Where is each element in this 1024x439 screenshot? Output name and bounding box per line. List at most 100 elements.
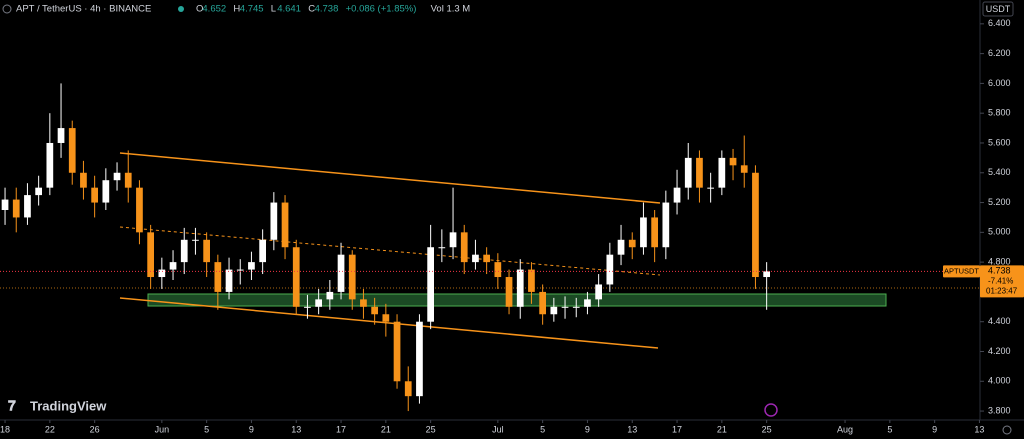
- y-tick-label: 6.000: [988, 78, 1011, 88]
- ohlc-key: H: [233, 4, 240, 15]
- candle-body: [740, 165, 748, 173]
- candle-body: [203, 239, 210, 263]
- x-tick-label: 9: [932, 424, 937, 434]
- x-tick-label: 17: [336, 424, 346, 434]
- candle-body: [326, 291, 334, 300]
- price-tag-countdown: 01:23:47: [986, 286, 1018, 295]
- candle-body: [763, 271, 770, 278]
- ohlc-value: 4.738: [315, 4, 339, 15]
- currency-button[interactable]: [982, 1, 1014, 17]
- candle-body: [248, 262, 255, 270]
- price-tag-price: 4.738: [988, 266, 1011, 276]
- candle-body: [729, 157, 737, 166]
- x-tick-label: Aug: [837, 424, 853, 434]
- candle-body: [24, 195, 31, 218]
- x-tick-label: 25: [426, 424, 436, 434]
- x-tick-label: 9: [585, 424, 590, 434]
- x-tick-label: 13: [627, 424, 637, 434]
- candle-body: [606, 254, 614, 285]
- ohlc-key: C: [308, 4, 315, 15]
- candle-body: [651, 217, 658, 248]
- candle-body: [214, 262, 222, 292]
- candle-body: [270, 202, 278, 240]
- candle-body: [718, 157, 726, 188]
- candle-body: [147, 232, 154, 278]
- price-tag-change: -7.41%: [988, 276, 1013, 285]
- candle-body: [281, 202, 289, 248]
- y-tick-label: 6.400: [988, 18, 1011, 28]
- candle-body: [1, 199, 9, 210]
- x-tick-label: 5: [887, 424, 892, 434]
- y-tick-label: 4.800: [988, 257, 1011, 267]
- symbol-title[interactable]: APT / TetherUS · 4h · BINANCE: [16, 4, 151, 15]
- ohlc-value: 4.652: [202, 4, 226, 15]
- candle-body: [136, 187, 143, 233]
- y-tick-label: 5.200: [988, 197, 1011, 207]
- ohlc-value: 4.641: [277, 4, 301, 15]
- candle-body: [80, 172, 87, 188]
- candle-body: [371, 306, 378, 315]
- candle-body: [169, 262, 177, 270]
- candle-body: [46, 142, 54, 188]
- x-tick-label: 13: [291, 424, 301, 434]
- candle-body: [304, 306, 311, 308]
- y-tick-label: 4.200: [988, 346, 1011, 356]
- x-tick-label: Jun: [155, 424, 170, 434]
- x-tick-label: 5: [540, 424, 545, 434]
- candle-body: [539, 291, 546, 315]
- candle-body: [483, 254, 490, 263]
- ohlc-value: 4.745: [240, 4, 264, 15]
- x-tick-label: 13: [974, 424, 984, 434]
- candle-body: [707, 187, 714, 189]
- settings-icon[interactable]: [1002, 425, 1012, 435]
- symbol-tag: [943, 265, 980, 278]
- dashed-trend-line: [119, 226, 661, 276]
- candle-body: [673, 187, 681, 203]
- candle-body: [472, 254, 479, 263]
- candle-body: [180, 239, 188, 263]
- event-icon[interactable]: [764, 403, 778, 417]
- candle-body: [550, 306, 558, 315]
- trend-line: [119, 297, 659, 349]
- market-status: [178, 6, 184, 12]
- candle-body: [315, 299, 322, 307]
- logo[interactable]: TradingView: [30, 398, 107, 413]
- y-tick-label: 5.600: [988, 137, 1011, 147]
- x-tick-label: 17: [672, 424, 682, 434]
- candle-body: [640, 217, 647, 248]
- candle-body: [259, 239, 266, 263]
- candle-body: [348, 254, 356, 300]
- candle-body: [113, 172, 121, 181]
- candle-body: [595, 284, 602, 300]
- candle-body: [617, 239, 625, 255]
- candle-body: [68, 128, 76, 173]
- candle-body: [449, 232, 457, 248]
- x-tick-label: Jul: [492, 424, 504, 434]
- y-tick-label: 5.400: [988, 167, 1011, 177]
- candle-body: [158, 269, 166, 278]
- candle-body: [102, 180, 110, 203]
- ohlc-key: L: [271, 4, 276, 15]
- candle-body: [460, 232, 468, 263]
- x-tick-label: 18: [0, 424, 10, 434]
- candle-body: [404, 381, 412, 397]
- candle-body: [416, 321, 423, 397]
- x-tick-label: 22: [45, 424, 55, 434]
- candle-body: [427, 247, 434, 322]
- symbol-tag-label: APTUSDT: [944, 266, 979, 275]
- currency[interactable]: USDT: [986, 4, 1011, 14]
- candle-body: [192, 239, 199, 241]
- candle-body: [292, 247, 300, 307]
- y-tick-label: 3.800: [988, 405, 1011, 415]
- candle-body: [35, 187, 42, 196]
- candle-body: [628, 239, 636, 248]
- candle-body: [561, 306, 569, 308]
- candle-body: [393, 321, 401, 382]
- trend-line: [119, 152, 661, 204]
- candle-body: [516, 269, 524, 307]
- candle-body: [528, 269, 535, 292]
- y-tick-label: 4.400: [988, 316, 1011, 326]
- candle-body: [696, 157, 703, 188]
- y-tick-label: 6.200: [988, 48, 1011, 58]
